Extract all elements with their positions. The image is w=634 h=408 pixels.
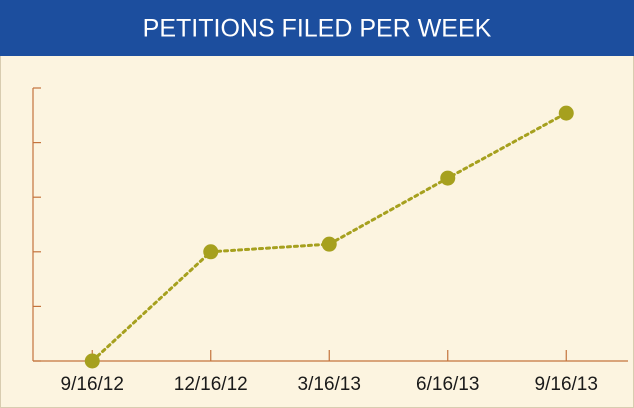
x-tick-label: 12/16/12 xyxy=(174,374,248,395)
x-tick-label: 9/16/12 xyxy=(61,374,124,395)
marker xyxy=(321,236,337,252)
x-tick-label: 6/16/13 xyxy=(416,374,479,395)
x-tick-label: 3/16/13 xyxy=(298,374,361,395)
chart-title: PETITIONS FILED PER WEEK xyxy=(143,15,492,43)
marker xyxy=(203,244,219,260)
marker xyxy=(558,105,574,121)
title-banner xyxy=(0,0,634,56)
marker xyxy=(84,353,100,369)
x-tick-label: 9/16/13 xyxy=(535,374,598,395)
marker xyxy=(440,170,456,186)
